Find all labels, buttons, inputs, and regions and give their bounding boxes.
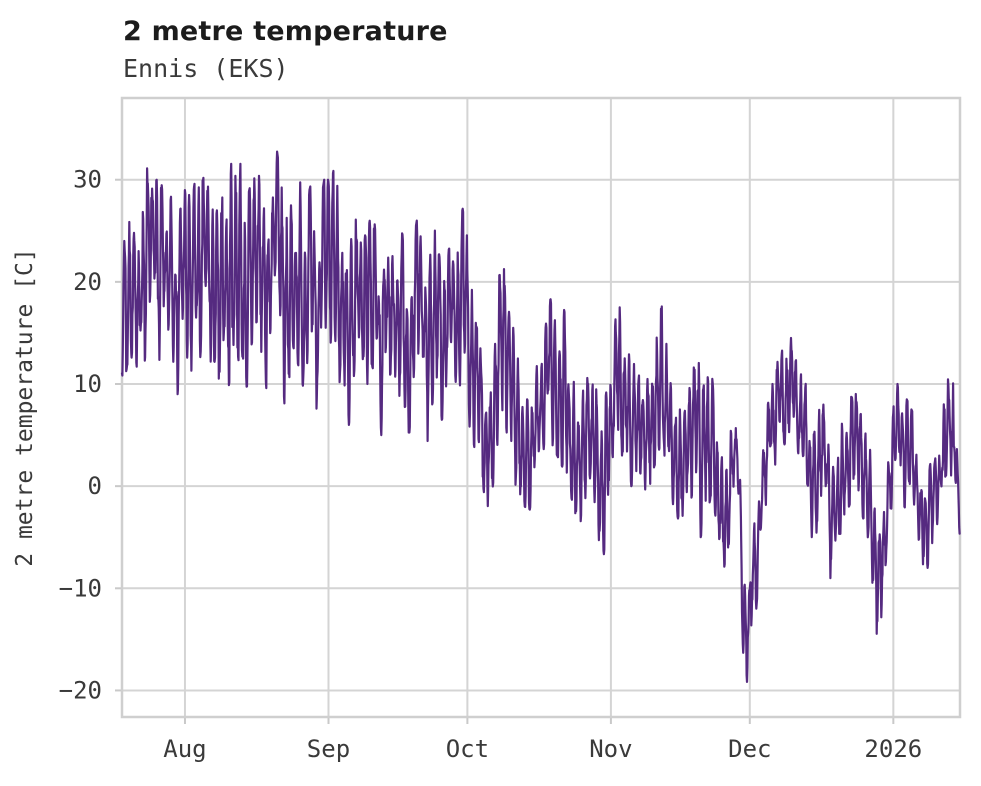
x-tick-label: 2026 [864, 735, 922, 763]
temperature-series-polyline [120, 150, 961, 684]
x-tick-label: Dec [728, 735, 771, 763]
temperature-line [120, 150, 961, 684]
y-tick-label: 20 [73, 268, 102, 296]
y-tick-label: −20 [59, 676, 102, 704]
chart-title: 2 metre temperature [123, 16, 448, 47]
y-tick-label: 0 [88, 472, 102, 500]
y-axis-title: 2 metre temperature [C] [12, 248, 38, 567]
y-tick-label: −10 [59, 574, 102, 602]
y-axis-label: 2 metre temperature [C] [12, 248, 38, 567]
x-tick-label: Sep [307, 735, 350, 763]
x-tick-label: Nov [589, 735, 632, 763]
x-tick-labels: Aug Sep Oct Nov Dec 2026 [163, 735, 922, 763]
y-tick-label: 10 [73, 370, 102, 398]
y-tick-label: 30 [73, 166, 102, 194]
y-tick-labels: 30 20 10 0 −10 −20 [59, 166, 102, 705]
plot-border [120, 96, 962, 719]
x-tick-label: Oct [446, 735, 489, 763]
x-tick-label: Aug [163, 735, 206, 763]
chart-subtitle: Ennis (EKS) [123, 54, 289, 83]
